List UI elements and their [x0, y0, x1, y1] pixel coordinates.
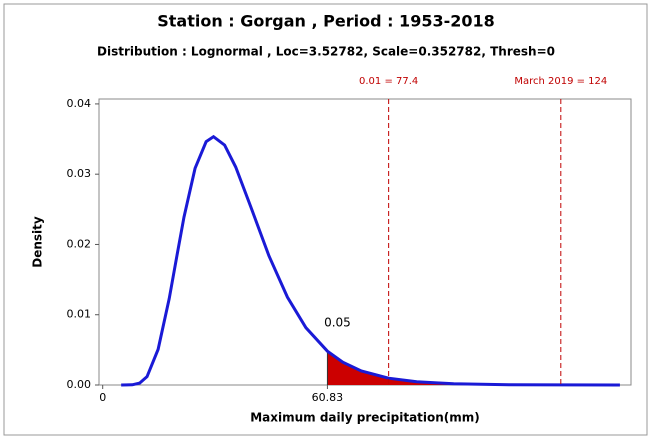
plot-area [98, 98, 632, 386]
y-axis-label: Density [31, 216, 45, 268]
chart-title: Station : Gorgan , Period : 1953-2018 [157, 12, 495, 31]
reference-label: 0.01 = 77.4 [359, 76, 418, 87]
shade-probability: 0.05 [324, 316, 351, 330]
y-tick-label: 0.02 [67, 237, 92, 250]
x-axis-label: Maximum daily precipitation(mm) [250, 411, 480, 425]
x-tick-label: 0 [99, 391, 106, 404]
density-curve [121, 134, 620, 387]
chart-subtitle: Distribution : Lognormal , Loc=3.52782, … [97, 45, 555, 59]
reference-label: March 2019 = 124 [514, 76, 607, 87]
y-tick-label: 0.03 [67, 167, 92, 180]
shaded-area [327, 351, 620, 385]
x-tick-label: 60.83 [312, 391, 344, 404]
y-tick-label: 0.01 [67, 308, 92, 321]
y-tick-label: 0.00 [67, 378, 92, 391]
y-tick-label: 0.04 [67, 97, 92, 110]
